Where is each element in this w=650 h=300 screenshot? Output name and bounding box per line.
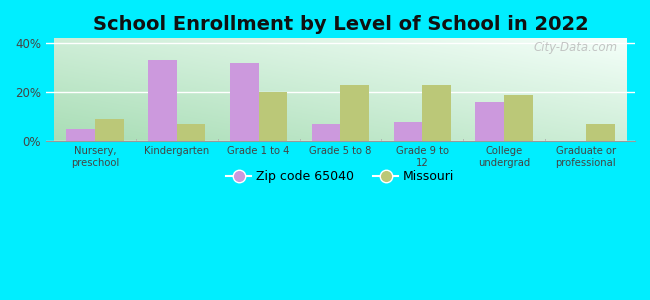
Bar [475, 102, 504, 141]
Bar [66, 129, 95, 141]
Bar [341, 85, 369, 141]
Text: City-Data.com: City-Data.com [533, 41, 618, 54]
Bar [394, 122, 422, 141]
Title: School Enrollment by Level of School in 2022: School Enrollment by Level of School in … [92, 15, 588, 34]
Bar [259, 92, 287, 141]
Bar [422, 85, 451, 141]
Bar [312, 124, 341, 141]
Legend: Zip code 65040, Missouri: Zip code 65040, Missouri [222, 165, 460, 188]
Bar [586, 124, 614, 141]
Bar [95, 119, 124, 141]
Bar [177, 124, 205, 141]
Bar [230, 63, 259, 141]
Bar [148, 60, 177, 141]
Bar [504, 94, 533, 141]
